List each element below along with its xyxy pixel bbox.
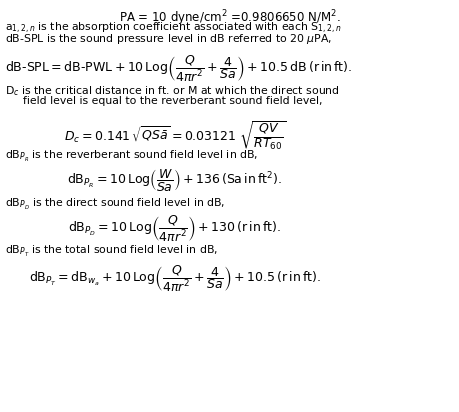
Text: PA = 10 dyne/cm$^2$ =0.9806650 N/M$^2$.: PA = 10 dyne/cm$^2$ =0.9806650 N/M$^2$.	[119, 8, 340, 28]
Text: D$_c$ is the critical distance in ft. or M at which the direct sound: D$_c$ is the critical distance in ft. or…	[5, 84, 339, 98]
Text: field level is equal to the reverberant sound field level,: field level is equal to the reverberant …	[23, 96, 322, 105]
Text: dB-SPL is the sound pressure level in dB referred to 20 $\mu$PA,: dB-SPL is the sound pressure level in dB…	[5, 32, 331, 46]
Text: dB$_{P_R}$ is the reverberant sound field level in dB,: dB$_{P_R}$ is the reverberant sound fiel…	[5, 149, 257, 164]
Text: dB$_{P_T}$ is the total sound field level in dB,: dB$_{P_T}$ is the total sound field leve…	[5, 244, 217, 259]
Text: $\mathrm{dB}_{P_D} = 10\,\mathrm{Log}\left(\dfrac{Q}{4\pi r^2}\right) + 130\,(\m: $\mathrm{dB}_{P_D} = 10\,\mathrm{Log}\le…	[68, 213, 280, 243]
Text: $D_c = 0.141\,\sqrt{QS\bar{a}} = 0.03121\;\sqrt{\dfrac{QV}{RT_{60}}}$: $D_c = 0.141\,\sqrt{QS\bar{a}} = 0.03121…	[63, 119, 285, 152]
Text: dB$_{P_D}$ is the direct sound field level in dB,: dB$_{P_D}$ is the direct sound field lev…	[5, 197, 224, 212]
Text: $\mathrm{dB}_{P_T} = \mathrm{dB}_{w_a} + 10\,\mathrm{Log}\left(\dfrac{Q}{4\pi r^: $\mathrm{dB}_{P_T} = \mathrm{dB}_{w_a} +…	[29, 264, 320, 294]
Text: $\mathrm{dB}_{P_R} = 10\,\mathrm{Log}\left(\dfrac{W}{Sa}\right) + 136\,(\mathrm{: $\mathrm{dB}_{P_R} = 10\,\mathrm{Log}\le…	[67, 167, 282, 193]
Text: $\mathrm{dB\text{-}SPL = dB\text{-}PWL + 10\,Log}\left(\dfrac{Q}{4\pi r^2} + \df: $\mathrm{dB\text{-}SPL = dB\text{-}PWL +…	[5, 54, 351, 84]
Text: a$_{1,2,n}$ is the absorption coefficient associated with each S$_{1,2,n}$: a$_{1,2,n}$ is the absorption coefficien…	[5, 21, 341, 36]
